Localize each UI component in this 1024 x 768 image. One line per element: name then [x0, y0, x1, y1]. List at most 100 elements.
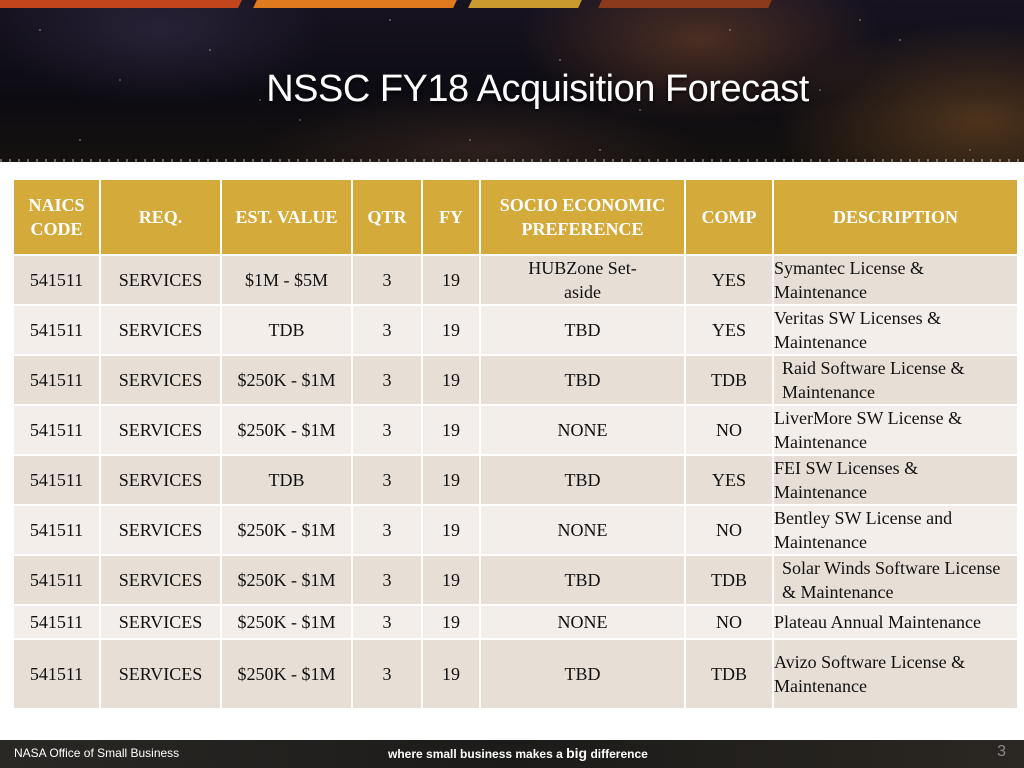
cell-est-value: $250K - $1M [220, 554, 353, 606]
table-row: 541511 SERVICES $250K - $1M 3 19 NONE NO… [12, 504, 1019, 556]
cell-description: Raid Software License & Maintenance [772, 354, 1019, 406]
footer-tagline: where small business makes a big differe… [388, 745, 648, 761]
cell-req: SERVICES [99, 354, 222, 406]
cell-fy: 19 [421, 454, 481, 506]
cell-est-value: $1M - $5M [220, 254, 353, 306]
cell-est-value: $250K - $1M [220, 638, 353, 710]
cell-est-value: $250K - $1M [220, 504, 353, 556]
cell-naics-code: 541511 [12, 454, 101, 506]
cell-comp: NO [684, 604, 774, 640]
cell-req: SERVICES [99, 304, 222, 356]
cell-req: SERVICES [99, 404, 222, 456]
cell-est-value: $250K - $1M [220, 604, 353, 640]
dotted-divider [0, 159, 1024, 165]
accent-stripes [0, 0, 1024, 8]
cell-socio-economic-preference: TBD [479, 304, 686, 356]
forecast-table-container: NAICS CODE REQ. EST. VALUE QTR FY SOCIO … [12, 178, 1019, 710]
cell-description: Plateau Annual Maintenance [772, 604, 1019, 640]
column-header-description: DESCRIPTION [772, 178, 1019, 256]
cell-est-value: TDB [220, 454, 353, 506]
cell-naics-code: 541511 [12, 638, 101, 710]
cell-comp: YES [684, 304, 774, 356]
cell-socio-economic-preference: NONE [479, 604, 686, 640]
footer-tagline-big: big [566, 745, 588, 761]
stars-decoration [0, 0, 1024, 162]
cell-qtr: 3 [351, 404, 423, 456]
cell-req: SERVICES [99, 454, 222, 506]
accent-stripe-4 [598, 0, 772, 8]
cell-comp: YES [684, 454, 774, 506]
forecast-table: NAICS CODE REQ. EST. VALUE QTR FY SOCIO … [12, 178, 1019, 710]
cell-comp: NO [684, 504, 774, 556]
cell-qtr: 3 [351, 554, 423, 606]
cell-fy: 19 [421, 638, 481, 710]
cell-comp: TDB [684, 554, 774, 606]
cell-qtr: 3 [351, 354, 423, 406]
page-title: NSSC FY18 Acquisition Forecast [266, 68, 809, 110]
column-header-qtr: QTR [351, 178, 423, 256]
footer-tagline-post: difference [587, 747, 648, 761]
cell-comp: NO [684, 404, 774, 456]
cell-qtr: 3 [351, 638, 423, 710]
cell-socio-economic-preference: HUBZone Set-aside [479, 254, 686, 306]
cell-description: Solar Winds Software License & Maintenan… [772, 554, 1019, 606]
table-row: 541511 SERVICES $250K - $1M 3 19 TBD TDB… [12, 354, 1019, 406]
cell-qtr: 3 [351, 604, 423, 640]
cell-est-value: $250K - $1M [220, 404, 353, 456]
cell-est-value: $250K - $1M [220, 354, 353, 406]
cell-req: SERVICES [99, 554, 222, 606]
cell-naics-code: 541511 [12, 304, 101, 356]
starfield-header-background: NSSC FY18 Acquisition Forecast [0, 0, 1024, 165]
cell-socio-economic-preference: TBD [479, 354, 686, 406]
cell-naics-code: 541511 [12, 604, 101, 640]
cell-fy: 19 [421, 304, 481, 356]
cell-qtr: 3 [351, 504, 423, 556]
cell-socio-economic-preference: NONE [479, 404, 686, 456]
column-header-comp: COMP [684, 178, 774, 256]
cell-est-value: TDB [220, 304, 353, 356]
table-row: 541511 SERVICES $1M - $5M 3 19 HUBZone S… [12, 254, 1019, 306]
column-header-fy: FY [421, 178, 481, 256]
cell-socio-economic-preference: TBD [479, 638, 686, 710]
cell-qtr: 3 [351, 254, 423, 306]
table-row: 541511 SERVICES TDB 3 19 TBD YES FEI SW … [12, 454, 1019, 506]
cell-comp: YES [684, 254, 774, 306]
cell-req: SERVICES [99, 504, 222, 556]
cell-req: SERVICES [99, 638, 222, 710]
cell-naics-code: 541511 [12, 504, 101, 556]
cell-naics-code: 541511 [12, 354, 101, 406]
cell-fy: 19 [421, 354, 481, 406]
cell-description: Bentley SW License and Maintenance [772, 504, 1019, 556]
footer-bar: NASA Office of Small Business where smal… [0, 740, 1024, 768]
cell-fy: 19 [421, 254, 481, 306]
cell-comp: TDB [684, 354, 774, 406]
column-header-est-value: EST. VALUE [220, 178, 353, 256]
column-header-req: REQ. [99, 178, 222, 256]
cell-req: SERVICES [99, 254, 222, 306]
cell-description: Avizo Software License & Maintenance [772, 638, 1019, 710]
cell-naics-code: 541511 [12, 554, 101, 606]
table-header-row: NAICS CODE REQ. EST. VALUE QTR FY SOCIO … [12, 178, 1019, 256]
accent-stripe-1 [0, 0, 242, 8]
accent-stripe-3 [468, 0, 582, 8]
footer-org-name: NASA Office of Small Business [14, 746, 180, 760]
cell-socio-economic-preference: TBD [479, 554, 686, 606]
table-row: 541511 SERVICES $250K - $1M 3 19 TBD TDB… [12, 638, 1019, 710]
cell-fy: 19 [421, 504, 481, 556]
cell-comp: TDB [684, 638, 774, 710]
cell-req: SERVICES [99, 604, 222, 640]
cell-socio-economic-preference: NONE [479, 504, 686, 556]
cell-fy: 19 [421, 404, 481, 456]
column-header-socio-economic-preference: SOCIO ECONOMIC PREFERENCE [479, 178, 686, 256]
cell-fy: 19 [421, 554, 481, 606]
accent-stripe-2 [253, 0, 457, 8]
cell-qtr: 3 [351, 454, 423, 506]
table-row: 541511 SERVICES $250K - $1M 3 19 NONE NO… [12, 604, 1019, 640]
cell-qtr: 3 [351, 304, 423, 356]
footer-tagline-pre: where small business makes a [388, 747, 567, 761]
cell-naics-code: 541511 [12, 404, 101, 456]
cell-description: Symantec License & Maintenance [772, 254, 1019, 306]
cell-description: LiverMore SW License & Maintenance [772, 404, 1019, 456]
cell-description: FEI SW Licenses & Maintenance [772, 454, 1019, 506]
